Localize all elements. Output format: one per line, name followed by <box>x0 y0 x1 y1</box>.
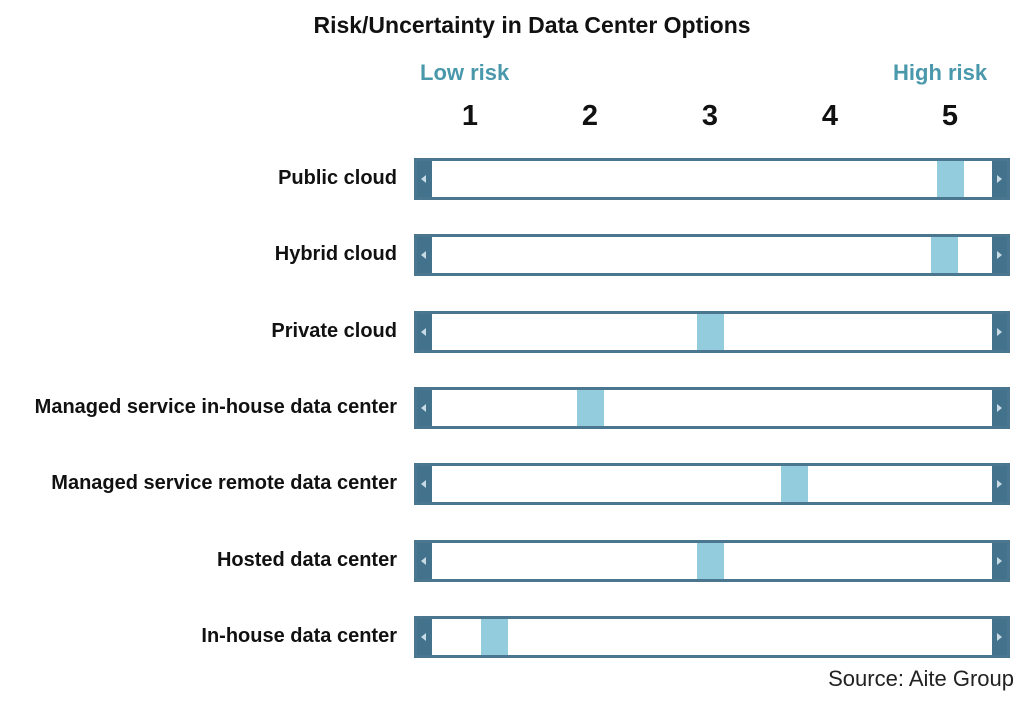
source-note: Source: Aite Group <box>828 666 1014 691</box>
tick-label: 1 <box>461 100 479 132</box>
tick-label: 5 <box>941 100 959 132</box>
row-label: Hybrid cloud <box>274 243 397 266</box>
high-risk-label: High risk <box>893 60 988 85</box>
chevron-right-icon <box>992 542 1007 579</box>
risk-marker <box>696 313 724 350</box>
chevron-right-icon <box>992 237 1007 274</box>
chevron-right-icon <box>992 618 1007 655</box>
row-label: Managed service remote data center <box>51 472 397 495</box>
tick-label: 2 <box>581 100 599 132</box>
row-label: Hosted data center <box>216 548 397 571</box>
chevron-left-icon <box>417 618 432 655</box>
chevron-right-icon <box>992 466 1007 503</box>
risk-track <box>414 615 1010 658</box>
row-label: In-house data center <box>201 624 397 647</box>
chevron-right-icon <box>992 313 1007 350</box>
risk-track <box>414 234 1010 277</box>
risk-marker <box>930 237 958 274</box>
risk-track <box>414 539 1010 582</box>
risk-marker <box>576 389 604 426</box>
row-label: Private cloud <box>271 319 397 342</box>
chevron-left-icon <box>417 389 432 426</box>
low-risk-label: Low risk <box>420 60 510 85</box>
chart-title: Risk/Uncertainty in Data Center Options <box>313 12 751 38</box>
chevron-left-icon <box>417 542 432 579</box>
risk-track <box>414 463 1010 506</box>
risk-track <box>414 158 1010 200</box>
risk-marker <box>480 618 508 655</box>
tick-label: 3 <box>701 100 719 132</box>
tick-label: 4 <box>821 100 839 132</box>
chevron-right-icon <box>992 161 1007 197</box>
chevron-left-icon <box>417 161 432 197</box>
row-label: Public cloud <box>278 167 397 189</box>
risk-marker <box>780 466 808 503</box>
risk-track <box>414 386 1010 429</box>
chevron-left-icon <box>417 313 432 350</box>
chevron-right-icon <box>992 389 1007 426</box>
chevron-left-icon <box>417 237 432 274</box>
risk-track <box>414 310 1010 353</box>
row-label: Managed service in-house data center <box>34 395 397 418</box>
risk-marker <box>936 161 964 197</box>
risk-marker <box>696 542 724 579</box>
chevron-left-icon <box>417 466 432 503</box>
